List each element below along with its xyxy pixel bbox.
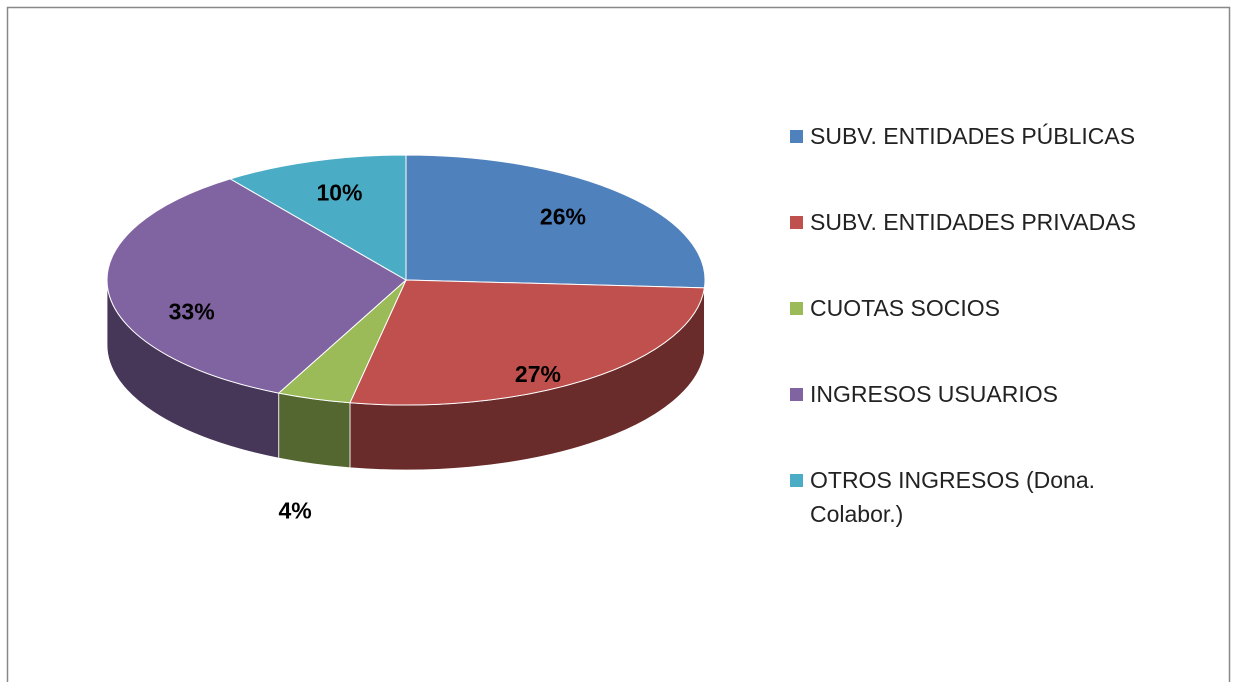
legend-swatch <box>790 388 803 401</box>
legend-label: CUOTAS SOCIOS <box>810 295 1000 321</box>
legend: SUBV. ENTIDADES PÚBLICAS SUBV. ENTIDADES … <box>790 122 1210 552</box>
pie-side <box>278 392 351 469</box>
legend-label: SUBV. ENTIDADES PÚBLICAS <box>810 123 1136 149</box>
legend-swatch <box>790 302 803 315</box>
data-label: 26% <box>540 203 586 229</box>
data-label: 33% <box>169 299 215 325</box>
legend-label: INGRESOS USUARIOS <box>810 381 1058 407</box>
pie-slice <box>349 279 705 406</box>
legend-item: OTROS INGRESOS (Dona. Colabor.) <box>790 466 1210 552</box>
data-label: 4% <box>278 498 311 524</box>
data-label: 10% <box>316 179 362 205</box>
legend-item: SUBV. ENTIDADES PÚBLICAS <box>790 122 1210 208</box>
pie-slice <box>229 154 407 281</box>
legend-swatch <box>790 474 803 487</box>
pie-slice <box>106 178 407 394</box>
legend-swatch <box>790 216 803 229</box>
pie-slice <box>405 154 706 289</box>
legend-item: INGRESOS USUARIOS <box>790 380 1210 466</box>
legend-label: OTROS INGRESOS (Dona. Colabor.) <box>810 467 1096 527</box>
legend-item: SUBV. ENTIDADES PRIVADAS <box>790 208 1210 294</box>
frame <box>6 6 1231 682</box>
legend-label: SUBV. ENTIDADES PRIVADAS <box>810 209 1136 235</box>
legend-swatch <box>790 130 803 143</box>
data-label: 27% <box>515 361 561 387</box>
legend-item: CUOTAS SOCIOS <box>790 294 1210 380</box>
